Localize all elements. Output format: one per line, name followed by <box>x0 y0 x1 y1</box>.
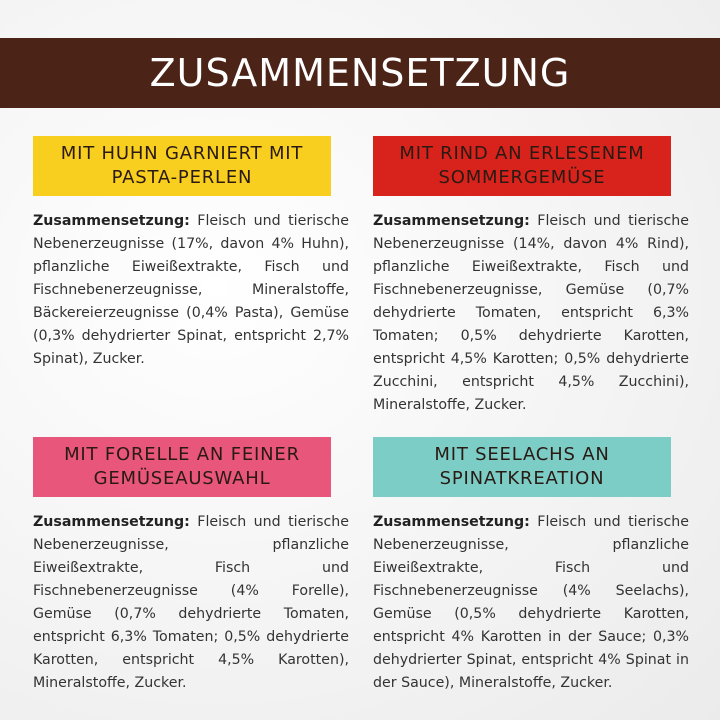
composition: Zusammensetzung: Fleisch und tierische N… <box>373 210 689 417</box>
label: Zusammensetzung: <box>33 213 190 229</box>
section: MIT FORELLE AN FEINER GEMÜSEAUSWAHL Zusa… <box>33 437 349 695</box>
composition: Zusammensetzung: Fleisch und tierische N… <box>33 511 349 695</box>
text: Fleisch und tierische Nebenerzeugnisse (… <box>33 213 350 367</box>
section: MIT HUHN GARNIERT MIT PASTA-PERLEN Zusam… <box>33 136 349 371</box>
header-title: ZUSAMMENSETZUNG <box>0 38 720 108</box>
composition: Zusammensetzung: Fleisch und tierische N… <box>373 511 689 695</box>
heading: MIT SEELACHS AN <box>434 444 610 465</box>
heading-box: MIT HUHN GARNIERT MIT PASTA-PERLEN <box>33 136 331 196</box>
text: Fleisch und tierische Nebenerzeugnisse, … <box>33 514 350 691</box>
text: Fleisch und tierische Nebenerzeugnisse (… <box>373 213 690 413</box>
heading: SPINATKREATION <box>439 468 605 489</box>
heading: PASTA-PERLEN <box>111 167 253 188</box>
section: MIT RIND AN ERLESENEM SOMMERGEMÜSE Zusam… <box>373 136 689 417</box>
heading: SOMMERGEMÜSE <box>438 167 606 188</box>
label: Zusammensetzung: <box>33 514 190 530</box>
composition: Zusammensetzung: Fleisch und tierische N… <box>33 210 349 371</box>
heading: MIT FORELLE AN FEINER <box>64 444 300 465</box>
heading-box: MIT SEELACHS AN SPINATKREATION <box>373 437 671 497</box>
heading-box: MIT FORELLE AN FEINER GEMÜSEAUSWAHL <box>33 437 331 497</box>
section: MIT SEELACHS AN SPINATKREATION Zusammens… <box>373 437 689 695</box>
text: Fleisch und tierische Nebenerzeugnisse, … <box>373 514 690 691</box>
heading-box: MIT RIND AN ERLESENEM SOMMERGEMÜSE <box>373 136 671 196</box>
heading: MIT RIND AN ERLESENEM <box>399 143 645 164</box>
label: Zusammensetzung: <box>373 213 530 229</box>
heading: GEMÜSEAUSWAHL <box>93 468 271 489</box>
heading: MIT HUHN GARNIERT MIT <box>60 143 304 164</box>
label: Zusammensetzung: <box>373 514 530 530</box>
